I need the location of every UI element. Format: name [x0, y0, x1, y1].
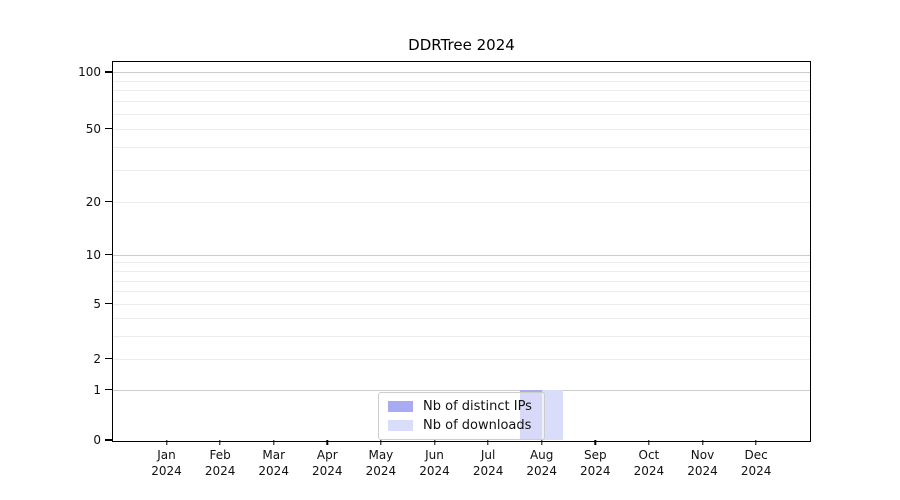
x-tick-label: Jan 2024 [151, 448, 182, 478]
y-tick-label: 100 [78, 65, 101, 80]
x-tick-mark [272, 440, 275, 445]
gridline-minor [113, 271, 810, 273]
gridline-minor [113, 318, 810, 320]
y-tick-mark [105, 201, 112, 203]
gridline-major [113, 254, 810, 256]
gridline-minor [113, 113, 810, 115]
x-tick-label: Oct 2024 [633, 448, 665, 478]
y-tick-mark [105, 71, 112, 73]
x-tick-mark [326, 440, 328, 445]
gridline-minor [113, 101, 810, 103]
x-tick-mark [755, 440, 757, 445]
y-tick-mark [105, 389, 112, 391]
x-tick-label: Jul 2024 [472, 448, 504, 478]
x-tick-mark [219, 440, 221, 445]
gridline-minor [113, 280, 810, 282]
legend-item-downloads: Nb of downloads [388, 418, 532, 433]
x-tick-mark [433, 440, 436, 445]
x-tick-label: Mar 2024 [258, 448, 289, 478]
gridline-major [113, 72, 810, 74]
x-tick-label: Sep 2024 [580, 448, 611, 478]
x-tick-label: Dec 2024 [740, 448, 772, 478]
chart-title: DDRTree 2024 [408, 36, 515, 54]
x-tick-label: Jun 2024 [419, 448, 450, 478]
y-tick-mark [105, 439, 112, 441]
x-tick-label: May 2024 [365, 448, 397, 478]
y-tick-label: 20 [85, 194, 101, 209]
y-tick-label: 50 [85, 121, 101, 136]
gridline-minor [113, 146, 810, 148]
gridline-minor [113, 80, 810, 82]
x-tick-label: Apr 2024 [312, 448, 343, 478]
gridline-minor [113, 291, 810, 293]
gridline-minor [113, 358, 810, 360]
x-tick-mark [380, 440, 382, 445]
y-tick-mark [105, 303, 112, 305]
legend-swatch-distinct-ips [388, 401, 413, 412]
gridline-minor [113, 262, 810, 264]
x-tick-label: Feb 2024 [204, 448, 236, 478]
y-tick-label: 0 [93, 433, 101, 447]
x-tick-mark [594, 440, 596, 445]
legend-swatch-downloads [388, 420, 413, 431]
x-tick-mark [540, 440, 543, 445]
x-tick-label: Aug 2024 [526, 448, 557, 478]
x-tick-mark [648, 440, 650, 445]
x-tick-mark [701, 440, 704, 445]
legend: Nb of distinct IPs Nb of downloads [378, 392, 545, 440]
bar-downloads [541, 389, 564, 440]
legend-label-distinct-ips: Nb of distinct IPs [423, 399, 532, 414]
x-tick-mark [165, 440, 168, 445]
x-tick-label: Nov 2024 [687, 448, 718, 478]
gridline-minor [113, 201, 810, 203]
y-tick-mark [105, 357, 112, 360]
plot-area: Nb of distinct IPs Nb of downloads 0 1 2 5 1… [78, 61, 811, 478]
gridline-minor [113, 128, 810, 130]
x-tick-mark [487, 440, 489, 445]
y-tick-mark [105, 127, 112, 130]
legend-item-distinct-ips: Nb of distinct IPs [388, 399, 532, 414]
y-tick-label: 5 [93, 296, 101, 311]
gridline-minor [113, 169, 810, 171]
y-tick-label: 2 [93, 351, 101, 366]
gridline-major [113, 389, 810, 391]
y-tick-label: 1 [93, 382, 101, 397]
gridline-minor [113, 336, 810, 338]
y-tick-label: 10 [85, 247, 101, 262]
y-tick-mark [105, 254, 112, 256]
legend-label-downloads: Nb of downloads [423, 418, 532, 433]
gridline-minor [113, 90, 810, 92]
gridline-minor [113, 303, 810, 305]
